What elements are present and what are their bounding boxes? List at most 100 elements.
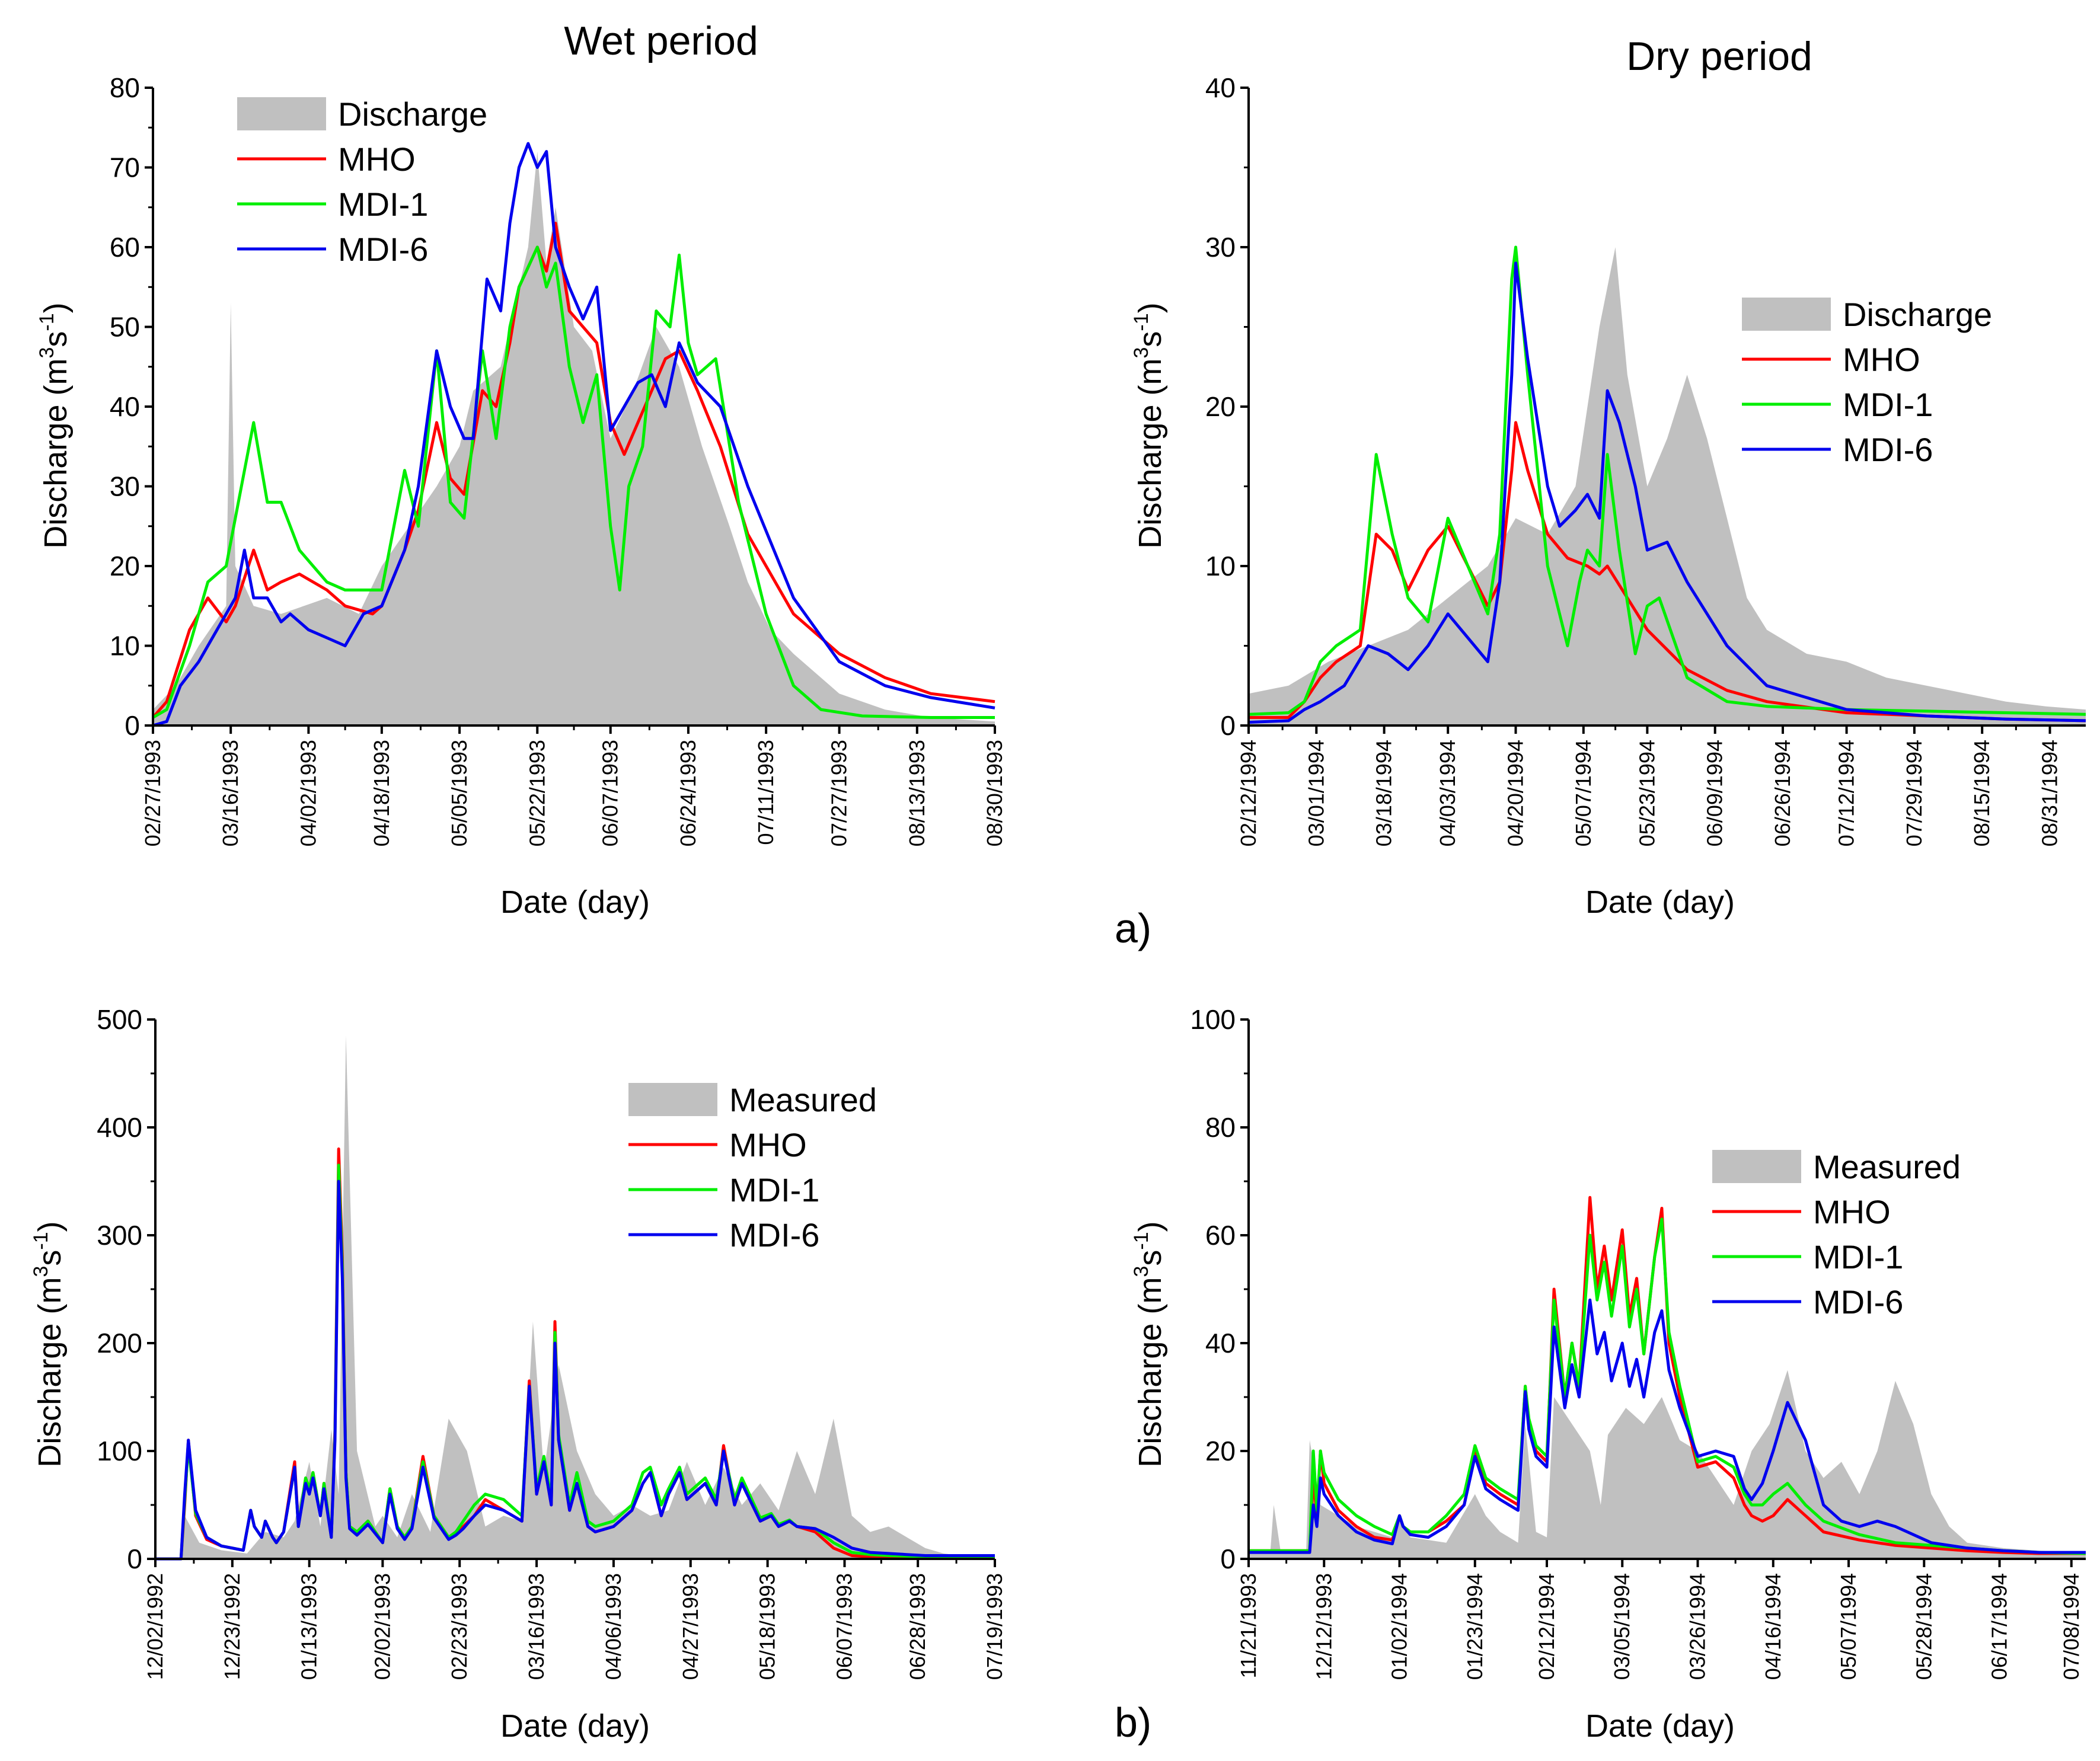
- series-discharge-area: [153, 151, 995, 726]
- x-tick-label: 07/19/1993: [982, 1573, 1007, 1680]
- x-tick-label: 06/09/1994: [1703, 740, 1727, 846]
- x-tick-label: 07/12/1994: [1834, 740, 1859, 846]
- y-axis-label: Discharge (m3s-1): [36, 302, 74, 548]
- legend-entry-mdi-1: MDI-1: [1712, 1238, 1903, 1276]
- x-tick-label: 08/13/1993: [905, 740, 929, 846]
- x-tick-label: 07/11/1993: [754, 740, 778, 845]
- legend-entry-mdi-1: MDI-1: [1742, 386, 1933, 423]
- legend-entry-mdi-6: MDI-6: [1712, 1283, 1903, 1321]
- x-tick-label: 04/02/1993: [296, 740, 320, 846]
- legend-label: MHO: [1843, 341, 1920, 378]
- legend-entry-discharge: Discharge: [237, 95, 487, 133]
- y-tick-label: 0: [1220, 1543, 1236, 1574]
- x-tick-label: 06/26/1994: [1770, 740, 1795, 846]
- legend-label: Discharge: [338, 95, 487, 133]
- series-measured-area: [1249, 1370, 2086, 1559]
- chart-legend: Measured MHO MDI-1 MDI-6: [628, 1081, 877, 1254]
- x-tick-label: 02/23/1993: [447, 1573, 471, 1680]
- x-tick-label: 06/24/1993: [676, 740, 700, 846]
- x-tick-label: 01/23/1994: [1463, 1573, 1487, 1680]
- y-tick-label: 0: [127, 1543, 142, 1574]
- x-tick-label: 07/29/1994: [1902, 740, 1926, 846]
- plot-area: 0 100 200 300 400 500 12/02/1992 12/23/1992 01/1…: [97, 1004, 1007, 1680]
- plot-area: 0 10 20 30 40 02/12/1994 03/01/1994 03/18/1994 0…: [1205, 72, 2086, 846]
- legend-entry-mdi-6: MDI-6: [237, 231, 428, 268]
- x-tick-label: 12/02/1992: [143, 1573, 167, 1680]
- x-tick-label: 05/23/1994: [1635, 740, 1659, 846]
- panel-tag-a: a): [1115, 905, 1151, 951]
- series-mho-line: [152, 222, 995, 719]
- y-tick-label: 80: [110, 72, 140, 103]
- x-tick-label: 05/05/1993: [447, 740, 471, 846]
- x-tick-label: 04/20/1994: [1504, 740, 1528, 846]
- legend-label: MHO: [338, 140, 416, 178]
- x-tick-label: 02/27/1993: [141, 740, 165, 846]
- chart-panel-measured-1992-1993: 0 100 200 300 400 500 12/02/1992 12/23/1992 01/1…: [30, 1004, 1007, 1744]
- series-measured-area: [155, 1035, 995, 1559]
- legend-entry-mdi-6: MDI-6: [1742, 431, 1933, 468]
- series-mho-line: [1249, 421, 2086, 723]
- chart-legend: Discharge MHO MDI-1 MDI-6: [1742, 296, 1992, 468]
- y-tick-label: 30: [110, 471, 140, 502]
- x-tick-label: 04/27/1993: [678, 1573, 703, 1680]
- x-tick-label: 11/21/1993: [1236, 1573, 1260, 1679]
- x-tick-label: 01/13/1993: [297, 1573, 321, 1680]
- y-tick-label: 300: [97, 1220, 142, 1251]
- legend-label: MDI-6: [338, 231, 428, 268]
- y-tick-label: 0: [1220, 710, 1236, 741]
- x-tick-label: 05/22/1993: [525, 740, 549, 846]
- y-axis-label: Discharge (m3s-1): [1130, 1221, 1168, 1467]
- y-axis-label: Discharge (m3s-1): [1130, 302, 1168, 548]
- legend-entry-mho: MHO: [1712, 1193, 1891, 1231]
- series-mdi-1-line: [152, 245, 995, 719]
- legend-label: MDI-6: [729, 1216, 819, 1254]
- legend-label: MDI-6: [1843, 431, 1933, 468]
- x-tick-label: 02/12/1994: [1236, 740, 1260, 846]
- y-tick-label: 500: [97, 1004, 142, 1035]
- y-tick-label: 10: [1205, 551, 1236, 581]
- y-tick-label: 20: [1205, 391, 1236, 422]
- x-tick-label: 05/07/1994: [1836, 1573, 1860, 1680]
- chart-legend: Measured MHO MDI-1 MDI-6: [1712, 1148, 1961, 1321]
- y-tick-label: 50: [110, 312, 140, 343]
- y-tick-label: 80: [1205, 1112, 1236, 1143]
- x-tick-label: 08/30/1993: [982, 740, 1007, 846]
- legend-label: MDI-1: [729, 1171, 819, 1209]
- x-tick-label: 03/01/1994: [1304, 740, 1328, 846]
- x-axis-label: Date (day): [500, 884, 650, 920]
- x-tick-label: 12/23/1992: [220, 1573, 244, 1680]
- chart-panel-dry-period: Dry period 0 10 20 30 40 02/12/1994 03/01/1994…: [1130, 34, 2086, 920]
- x-axis-label: Date (day): [500, 1708, 650, 1744]
- x-tick-label: 01/02/1994: [1387, 1573, 1412, 1680]
- y-tick-label: 100: [1190, 1004, 1236, 1035]
- y-tick-label: 30: [1205, 232, 1236, 263]
- legend-entry-mdi-1: MDI-1: [237, 186, 428, 223]
- y-tick-label: 10: [110, 631, 140, 661]
- x-tick-label: 05/18/1993: [755, 1573, 780, 1680]
- y-tick-label: 40: [1205, 72, 1236, 103]
- x-tick-label: 12/12/1993: [1311, 1573, 1336, 1680]
- x-tick-label: 05/07/1994: [1571, 740, 1595, 846]
- chart-title: Wet period: [564, 18, 758, 63]
- legend-entry-measured: Measured: [628, 1081, 877, 1118]
- x-axis-label: Date (day): [1585, 1708, 1735, 1744]
- series-mdi-6-line: [155, 1180, 995, 1561]
- x-tick-label: 06/17/1994: [1987, 1573, 2012, 1680]
- y-tick-label: 100: [97, 1436, 142, 1466]
- chart-legend: Discharge MHO MDI-1 MDI-6: [237, 95, 487, 268]
- plot-area: 0 20 40 60 80 100 11/21/1993 12/12/1993 01/02/19…: [1190, 1004, 2086, 1680]
- legend-label: Measured: [1813, 1148, 1961, 1185]
- y-tick-label: 200: [97, 1328, 142, 1359]
- x-tick-label: 08/15/1994: [1970, 740, 1994, 846]
- x-tick-label: 03/16/1993: [218, 740, 242, 846]
- legend-swatch: [628, 1083, 717, 1116]
- x-tick-label: 05/28/1994: [1911, 1573, 1936, 1680]
- x-tick-label: 07/27/1993: [827, 740, 851, 846]
- x-tick-label: 02/02/1993: [370, 1573, 394, 1680]
- series-mdi-6-line: [152, 142, 995, 727]
- x-tick-label: 03/18/1994: [1372, 740, 1396, 846]
- x-tick-label: 03/05/1994: [1610, 1573, 1634, 1680]
- legend-entry-mho: MHO: [1742, 341, 1920, 378]
- x-tick-label: 06/07/1993: [598, 740, 623, 846]
